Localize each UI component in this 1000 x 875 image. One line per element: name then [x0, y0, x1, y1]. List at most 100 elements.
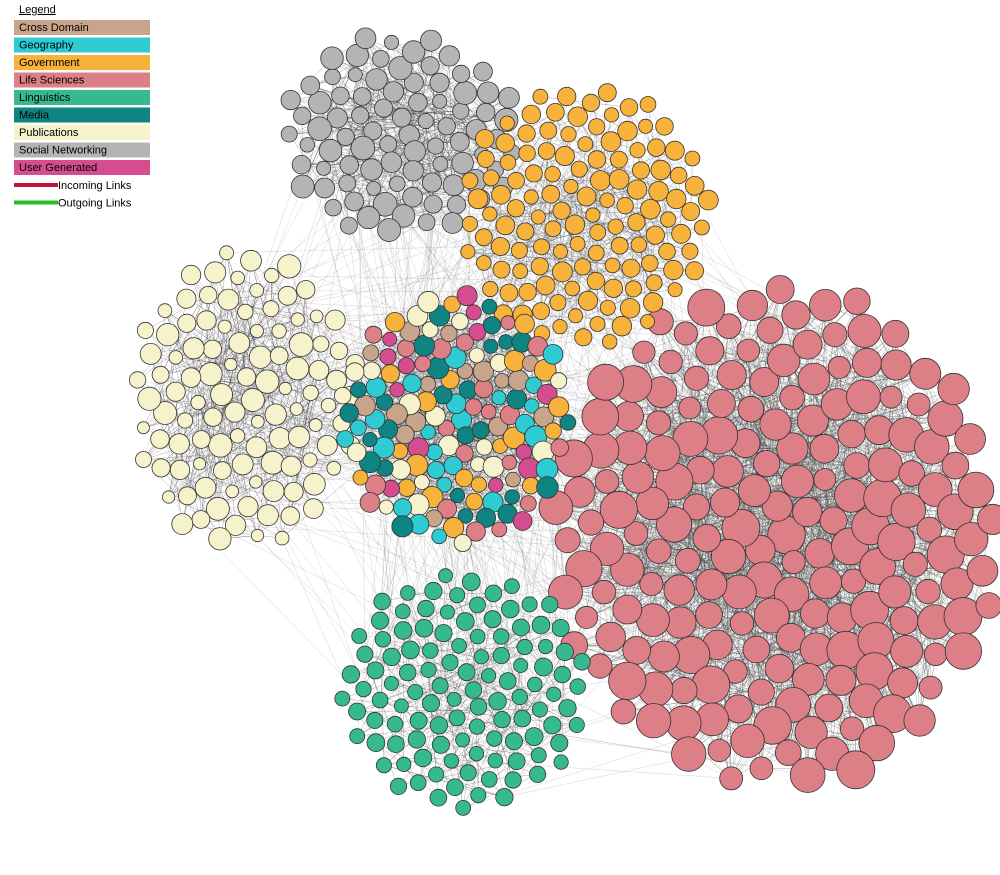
dataset-node [493, 628, 510, 645]
dataset-node [190, 394, 206, 411]
dataset-node [710, 538, 747, 575]
dataset-node [555, 642, 574, 662]
dataset-node [504, 489, 520, 505]
dataset-node [203, 407, 223, 427]
dataset-node [268, 427, 291, 450]
dataset-node [449, 487, 466, 504]
dataset-node [490, 236, 510, 256]
dataset-node [277, 254, 302, 279]
dataset-node [288, 332, 314, 357]
dataset-node [374, 631, 392, 648]
dataset-node [612, 594, 643, 625]
dataset-node [250, 414, 265, 429]
dataset-node [453, 81, 478, 105]
dataset-node [380, 364, 400, 384]
dataset-node [488, 477, 504, 493]
dataset-node [877, 522, 916, 562]
dataset-node [237, 496, 259, 518]
dataset-node [451, 637, 467, 654]
dataset-node [420, 56, 440, 76]
dataset-node [954, 423, 986, 455]
dataset-node [349, 728, 366, 745]
dataset-node [391, 204, 416, 228]
dataset-node [764, 653, 795, 684]
dataset-node [581, 397, 620, 436]
dataset-node [350, 381, 367, 399]
dataset-node [530, 209, 546, 225]
legend-label: Life Sciences [19, 74, 85, 86]
dataset-node [446, 195, 466, 215]
dataset-node [611, 315, 633, 337]
dataset-node [840, 568, 867, 594]
dataset-node [457, 508, 474, 524]
dataset-node [550, 734, 569, 753]
dataset-node [346, 442, 367, 463]
dataset-node [809, 289, 842, 322]
dataset-node [595, 621, 626, 653]
dataset-node [248, 345, 272, 369]
dataset-node [506, 388, 528, 410]
dataset-node [326, 107, 348, 129]
dataset-node [355, 680, 372, 698]
dataset-node [500, 315, 516, 331]
dataset-node [373, 592, 391, 611]
dataset-node [351, 106, 370, 125]
dataset-node [781, 300, 811, 330]
dataset-node [249, 323, 264, 338]
dataset-node [316, 160, 332, 176]
dataset-node [681, 242, 699, 260]
dataset-node [426, 137, 445, 155]
dataset-node [274, 530, 290, 546]
dataset-node [228, 332, 251, 354]
dataset-node [666, 188, 687, 210]
dataset-node [136, 321, 154, 339]
dataset-node [456, 426, 475, 445]
dataset-node [524, 164, 543, 183]
dataset-node [638, 118, 654, 134]
dataset-node [530, 257, 549, 276]
dataset-node [336, 127, 355, 146]
dataset-node [307, 116, 332, 141]
dataset-node [685, 261, 705, 281]
dataset-node [326, 369, 347, 391]
dataset-node [906, 392, 931, 417]
dataset-node [543, 716, 562, 735]
dataset-node [730, 723, 765, 758]
dataset-node [495, 133, 515, 153]
dataset-node [383, 676, 399, 692]
dataset-node [492, 646, 510, 665]
dataset-node [736, 289, 769, 322]
dataset-node [393, 698, 409, 714]
legend-label: Government [19, 57, 80, 69]
dataset-node [386, 403, 408, 425]
dataset-node [293, 106, 312, 126]
dataset-node [698, 189, 719, 211]
dataset-node [439, 604, 455, 620]
dataset-node [954, 522, 989, 557]
dataset-node [488, 692, 507, 711]
dataset-node [452, 102, 470, 120]
dataset-node [451, 151, 474, 175]
dataset-node [181, 264, 202, 286]
dataset-node [711, 455, 744, 488]
dataset-node [278, 381, 292, 396]
dataset-node [621, 258, 641, 278]
dataset-node [231, 453, 254, 476]
dataset-node [694, 219, 710, 236]
dataset-node [644, 435, 681, 472]
dataset-node [665, 705, 702, 742]
dataset-node [429, 716, 448, 735]
dataset-node [881, 319, 910, 348]
dataset-node [568, 308, 584, 324]
dataset-node [518, 282, 537, 302]
dataset-node [607, 218, 624, 235]
dataset-node [483, 610, 502, 629]
dataset-node [663, 259, 684, 281]
dataset-node [513, 709, 532, 728]
legend-title: Legend [19, 4, 56, 16]
dataset-node [260, 450, 285, 475]
dataset-node [552, 319, 568, 335]
dataset-node [608, 661, 647, 700]
legend-swatch [14, 142, 150, 158]
dataset-node [597, 83, 617, 103]
